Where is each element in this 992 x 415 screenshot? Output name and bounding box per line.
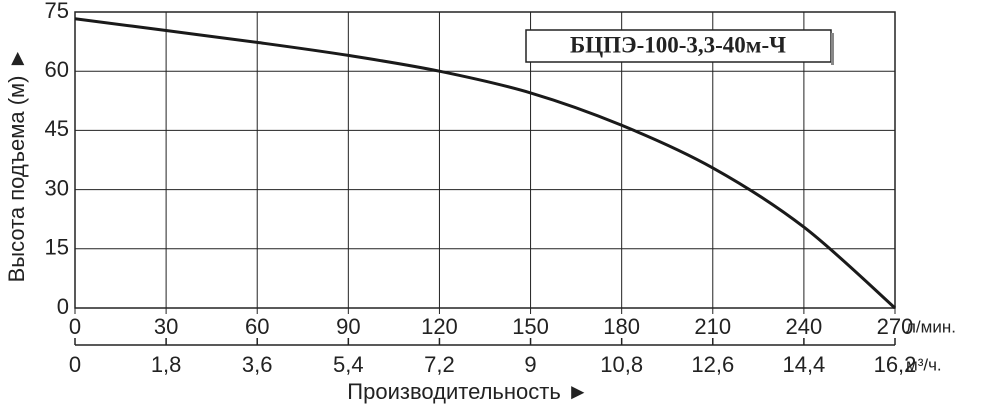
x2-tick-label: 0	[69, 352, 81, 377]
x2-tick-label: 10,8	[600, 352, 643, 377]
y-tick-label: 0	[57, 294, 69, 319]
y-tick-label: 30	[45, 175, 69, 200]
x-tick-label: 120	[421, 314, 458, 339]
y-tick-label: 60	[45, 57, 69, 82]
x-tick-label: 30	[154, 314, 178, 339]
y-tick-label: 15	[45, 235, 69, 260]
y-tick-label: 75	[45, 0, 69, 23]
x-tick-label: 0	[69, 314, 81, 339]
x2-tick-label: 3,6	[242, 352, 273, 377]
x2-tick-label: 5,4	[333, 352, 364, 377]
x-tick-label: 210	[694, 314, 731, 339]
x-unit: л/мин.	[906, 317, 956, 336]
x-tick-label: 90	[336, 314, 360, 339]
curve	[74, 17, 896, 310]
x-tick-label: 180	[603, 314, 640, 339]
x-tick-label: 270	[877, 314, 914, 339]
x-axis-label: Производительность ►	[347, 379, 588, 404]
title-shadow	[831, 33, 834, 65]
x2-tick-label: 7,2	[424, 352, 455, 377]
title-box	[525, 29, 832, 63]
y-tick-label: 45	[45, 116, 69, 141]
x2-tick-label: 1,8	[151, 352, 182, 377]
x-tick-label: 150	[512, 314, 549, 339]
x2-tick-label: 16,2	[874, 352, 917, 377]
plot-frame	[74, 11, 896, 309]
x2-tick-label: 9	[524, 352, 536, 377]
y-axis-label: Высота подъема (м) ►	[4, 48, 29, 283]
x2-tick-label: 12,6	[691, 352, 734, 377]
x2-unit: м³/ч.	[906, 355, 942, 374]
x2-tick-label: 14,4	[782, 352, 825, 377]
x-tick-label: 60	[245, 314, 269, 339]
chart-title: БЦПЭ-100-3,3-40м-Ч	[570, 32, 786, 57]
x-tick-label: 240	[786, 314, 823, 339]
